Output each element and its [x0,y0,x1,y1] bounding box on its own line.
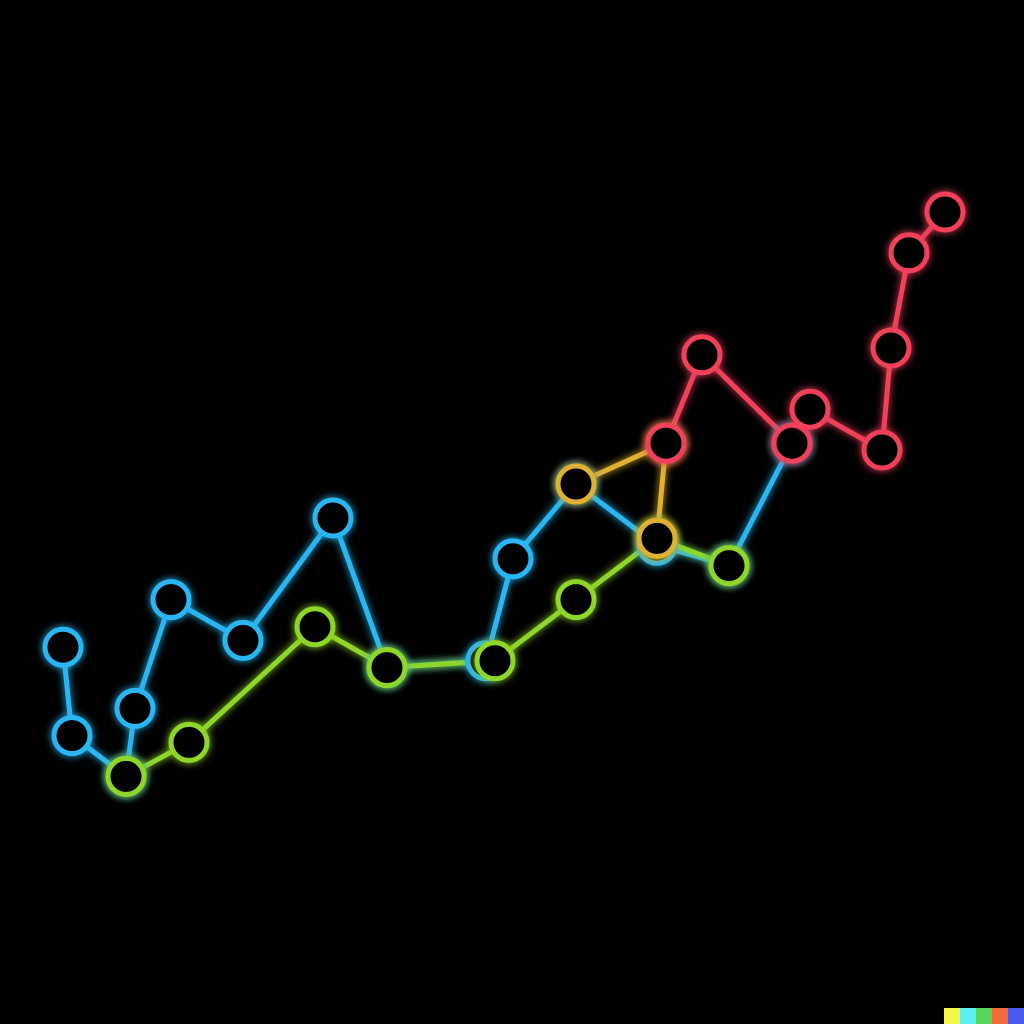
data-point [168,721,210,763]
data-point [222,619,264,661]
data-point [366,647,408,689]
data-point [114,687,156,729]
data-point [870,327,912,369]
strip-cell [960,1008,976,1024]
data-point [771,422,813,464]
data-point [636,517,678,559]
data-point [555,463,597,505]
data-point [681,334,723,376]
data-point [492,538,534,580]
data-point [150,579,192,621]
data-point [51,715,93,757]
strip-cell [992,1008,1008,1024]
data-point [708,545,750,587]
data-point [294,606,336,648]
data-point [789,388,831,430]
data-point [42,626,84,668]
data-point [474,640,516,682]
data-point [645,422,687,464]
data-point [312,497,354,539]
data-point [888,232,930,274]
strip-cell [976,1008,992,1024]
strip-cell [1008,1008,1024,1024]
color-strip [944,1008,1024,1024]
data-point [105,755,147,797]
data-point [555,579,597,621]
strip-cell [944,1008,960,1024]
data-point [861,429,903,471]
data-point [924,191,966,233]
